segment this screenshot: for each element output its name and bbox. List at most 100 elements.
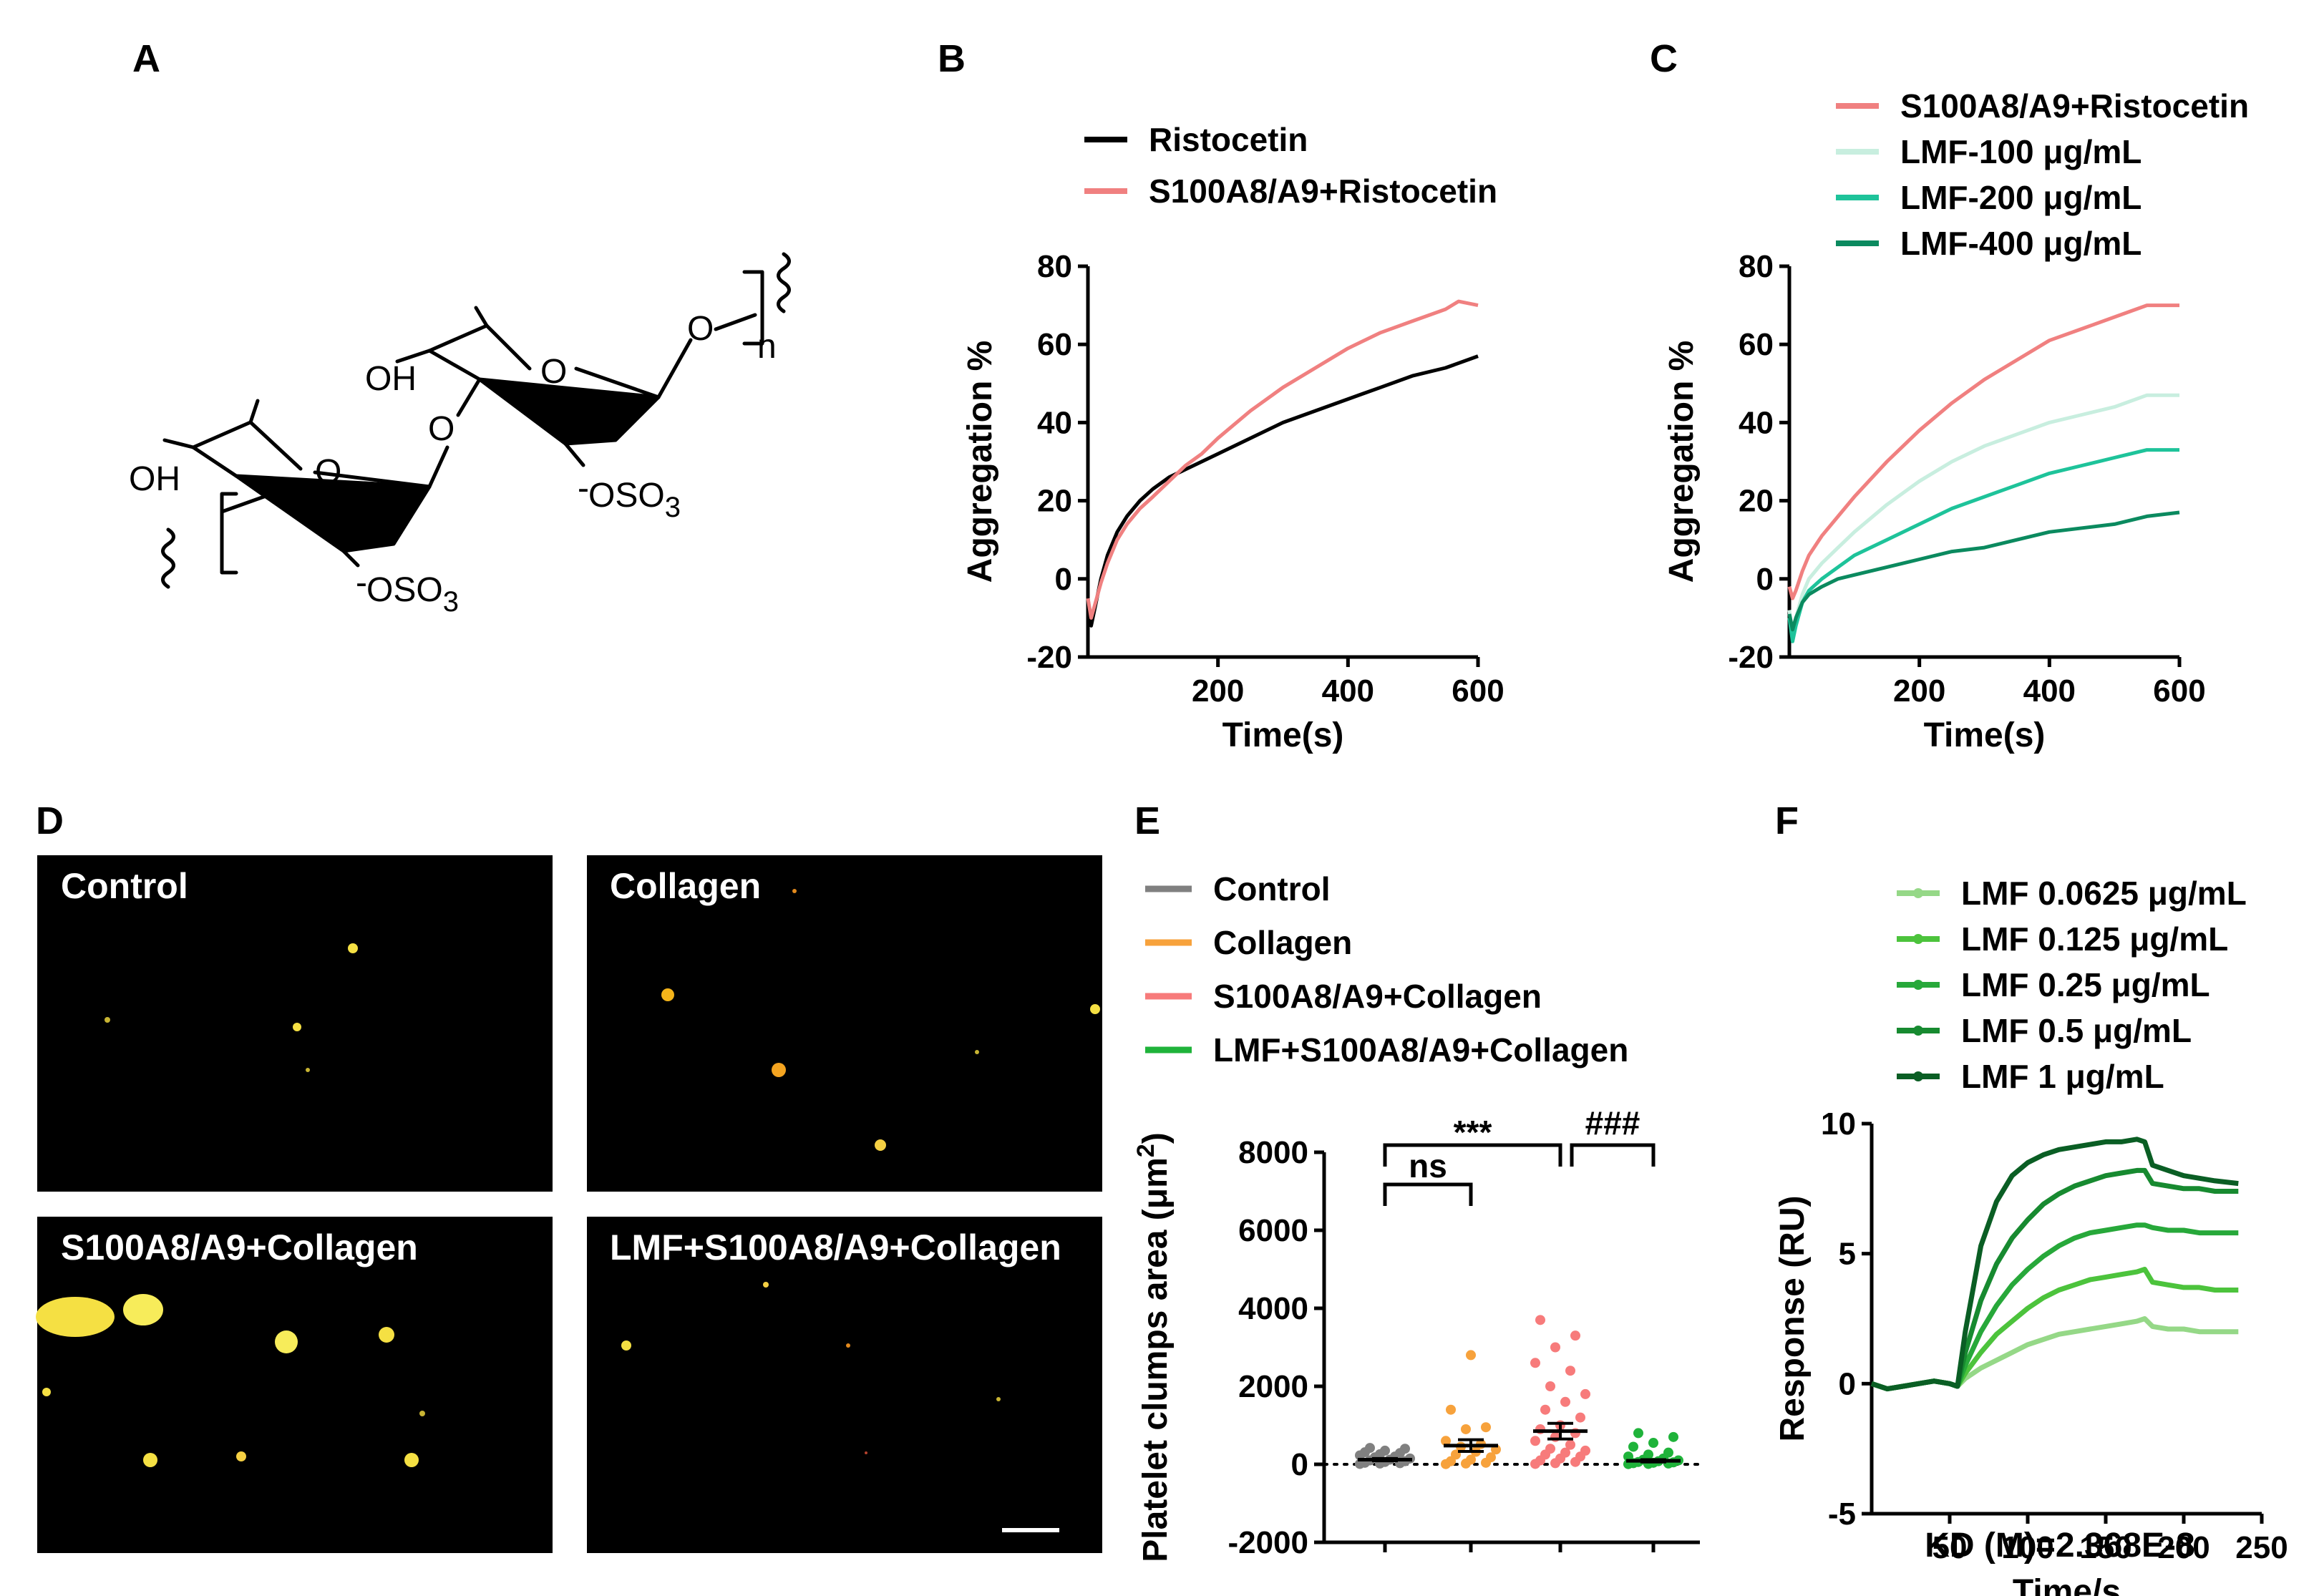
y-axis-label: Response (RU) xyxy=(1774,1195,1812,1441)
y-tick-label: 0 xyxy=(1291,1447,1308,1482)
data-point xyxy=(1535,1315,1545,1325)
data-point xyxy=(1565,1366,1575,1376)
sig-label-hash: ### xyxy=(1585,1104,1640,1142)
clump xyxy=(404,1453,419,1467)
data-point xyxy=(1580,1388,1590,1399)
clump xyxy=(275,1330,298,1353)
data-point xyxy=(1486,1452,1496,1463)
x-tick-label: 150 xyxy=(2079,1530,2131,1565)
legend-label: S100A8/A9+Collagen xyxy=(1213,978,1542,1015)
sig-label-triple: *** xyxy=(1454,1114,1492,1151)
legend-label: LMF-100 μg/mL xyxy=(1900,133,2142,170)
data-point xyxy=(1540,1404,1550,1415)
panel-label-c: C xyxy=(1650,37,1678,80)
micrograph-control-label: Control xyxy=(61,866,188,906)
data-point xyxy=(1380,1445,1390,1456)
data-point xyxy=(1446,1404,1456,1415)
y-tick-label: 20 xyxy=(1739,484,1774,519)
panel-label-a: A xyxy=(132,37,160,80)
y-tick-label: -2000 xyxy=(1228,1525,1308,1560)
data-point xyxy=(1365,1443,1375,1454)
sig-label-ns: ns xyxy=(1409,1147,1447,1184)
clump xyxy=(379,1327,394,1343)
clump xyxy=(236,1451,246,1461)
series-line xyxy=(1870,1167,2239,1392)
kd-footnote: KD (M)=2.368E-8 xyxy=(1925,1527,2194,1565)
panel-label-f: F xyxy=(1775,799,1799,842)
y-tick-label: 8000 xyxy=(1238,1135,1308,1170)
hydroxyl-label-1: OH xyxy=(129,460,180,498)
panel-label-e: E xyxy=(1134,799,1160,842)
x-tick-label: 200 xyxy=(1893,673,1945,709)
y-tick-label: 40 xyxy=(1037,405,1072,440)
data-point xyxy=(1530,1358,1540,1368)
data-point xyxy=(1560,1396,1570,1407)
legend-label: LMF 1 μg/mL xyxy=(1961,1058,2164,1095)
micrograph-lmf-label: LMF+S100A8/A9+Collagen xyxy=(610,1227,1061,1267)
x-tick-label: 50 xyxy=(1933,1530,1968,1565)
y-tick-label: 0 xyxy=(1839,1366,1856,1401)
y-tick-label: 6000 xyxy=(1238,1213,1308,1248)
data-point xyxy=(1545,1381,1555,1391)
x-tick-label: 100 xyxy=(2001,1530,2053,1565)
sig-bracket-hash xyxy=(1570,1143,1656,1167)
data-point xyxy=(1466,1454,1476,1465)
platelet-clumps xyxy=(36,889,1100,1467)
legend-marker xyxy=(1913,1071,1923,1081)
data-point xyxy=(1575,1412,1585,1423)
series-line xyxy=(1870,1316,2239,1392)
data-point xyxy=(1481,1422,1491,1433)
x-axis-label: Time/s xyxy=(2013,1573,2121,1596)
clump xyxy=(42,1388,51,1396)
data-point xyxy=(1560,1447,1570,1458)
panel-label-d: D xyxy=(36,799,64,842)
x-tick-label: 400 xyxy=(2023,673,2076,709)
data-point xyxy=(1643,1449,1653,1460)
x-tick-label: 200 xyxy=(2157,1530,2210,1565)
data-point xyxy=(1530,1436,1540,1446)
data-point xyxy=(1648,1438,1658,1449)
clump xyxy=(36,1297,115,1337)
y-axis-label: Aggregation % xyxy=(961,341,999,583)
clump xyxy=(865,1451,867,1454)
series-line xyxy=(1787,303,2179,600)
sulfate-minus-1: - xyxy=(356,564,367,602)
data-point xyxy=(1466,1350,1476,1361)
sig-bracket-ns xyxy=(1383,1182,1473,1206)
y-axis-label: Platelet clumps area (μm2) xyxy=(1132,1132,1175,1562)
micrograph-s100 xyxy=(37,1217,553,1553)
y-tick-label: 60 xyxy=(1739,327,1774,362)
repeat-n: n xyxy=(757,328,777,366)
clump xyxy=(772,1063,786,1077)
clump xyxy=(975,1050,979,1054)
series-line xyxy=(1870,1222,2239,1392)
y-tick-label: 0 xyxy=(1055,562,1072,597)
sig-bracket-triple xyxy=(1383,1143,1562,1167)
y-tick-label: 60 xyxy=(1037,327,1072,362)
y-tick-label: 80 xyxy=(1037,249,1072,284)
y-tick-label: -5 xyxy=(1828,1497,1856,1532)
chart-b: -20 0 20 40 60 80 200 400 600 Time(s) Aggregation … xyxy=(961,121,1504,754)
x-tick-label: 250 xyxy=(2235,1530,2288,1565)
y-tick-label: 4000 xyxy=(1238,1291,1308,1326)
micrograph-collagen xyxy=(587,855,1102,1192)
data-point xyxy=(1461,1424,1471,1434)
data-point xyxy=(1580,1445,1590,1456)
clump xyxy=(763,1282,769,1288)
legend-label: LMF-200 μg/mL xyxy=(1900,179,2142,216)
data-point xyxy=(1628,1441,1638,1452)
micrograph-lmf xyxy=(587,1217,1102,1553)
chart-e: -2000 0 2000 4000 6000 8000 Platelet clumps ar… xyxy=(1132,870,1701,1562)
data-point xyxy=(1550,1342,1560,1353)
ring-oxygen-2: O xyxy=(540,353,567,391)
legend-label: Ristocetin xyxy=(1149,121,1308,158)
clump xyxy=(996,1397,1001,1401)
y-tick-label: 20 xyxy=(1037,484,1072,519)
clump xyxy=(661,988,674,1001)
data-point xyxy=(1668,1431,1678,1442)
micrograph-s100-label: S100A8/A9+Collagen xyxy=(61,1227,418,1267)
data-point xyxy=(1550,1431,1560,1442)
ring-2-wedge xyxy=(477,377,661,446)
x-tick-label: 200 xyxy=(1192,673,1244,709)
series-line xyxy=(1787,393,2179,636)
